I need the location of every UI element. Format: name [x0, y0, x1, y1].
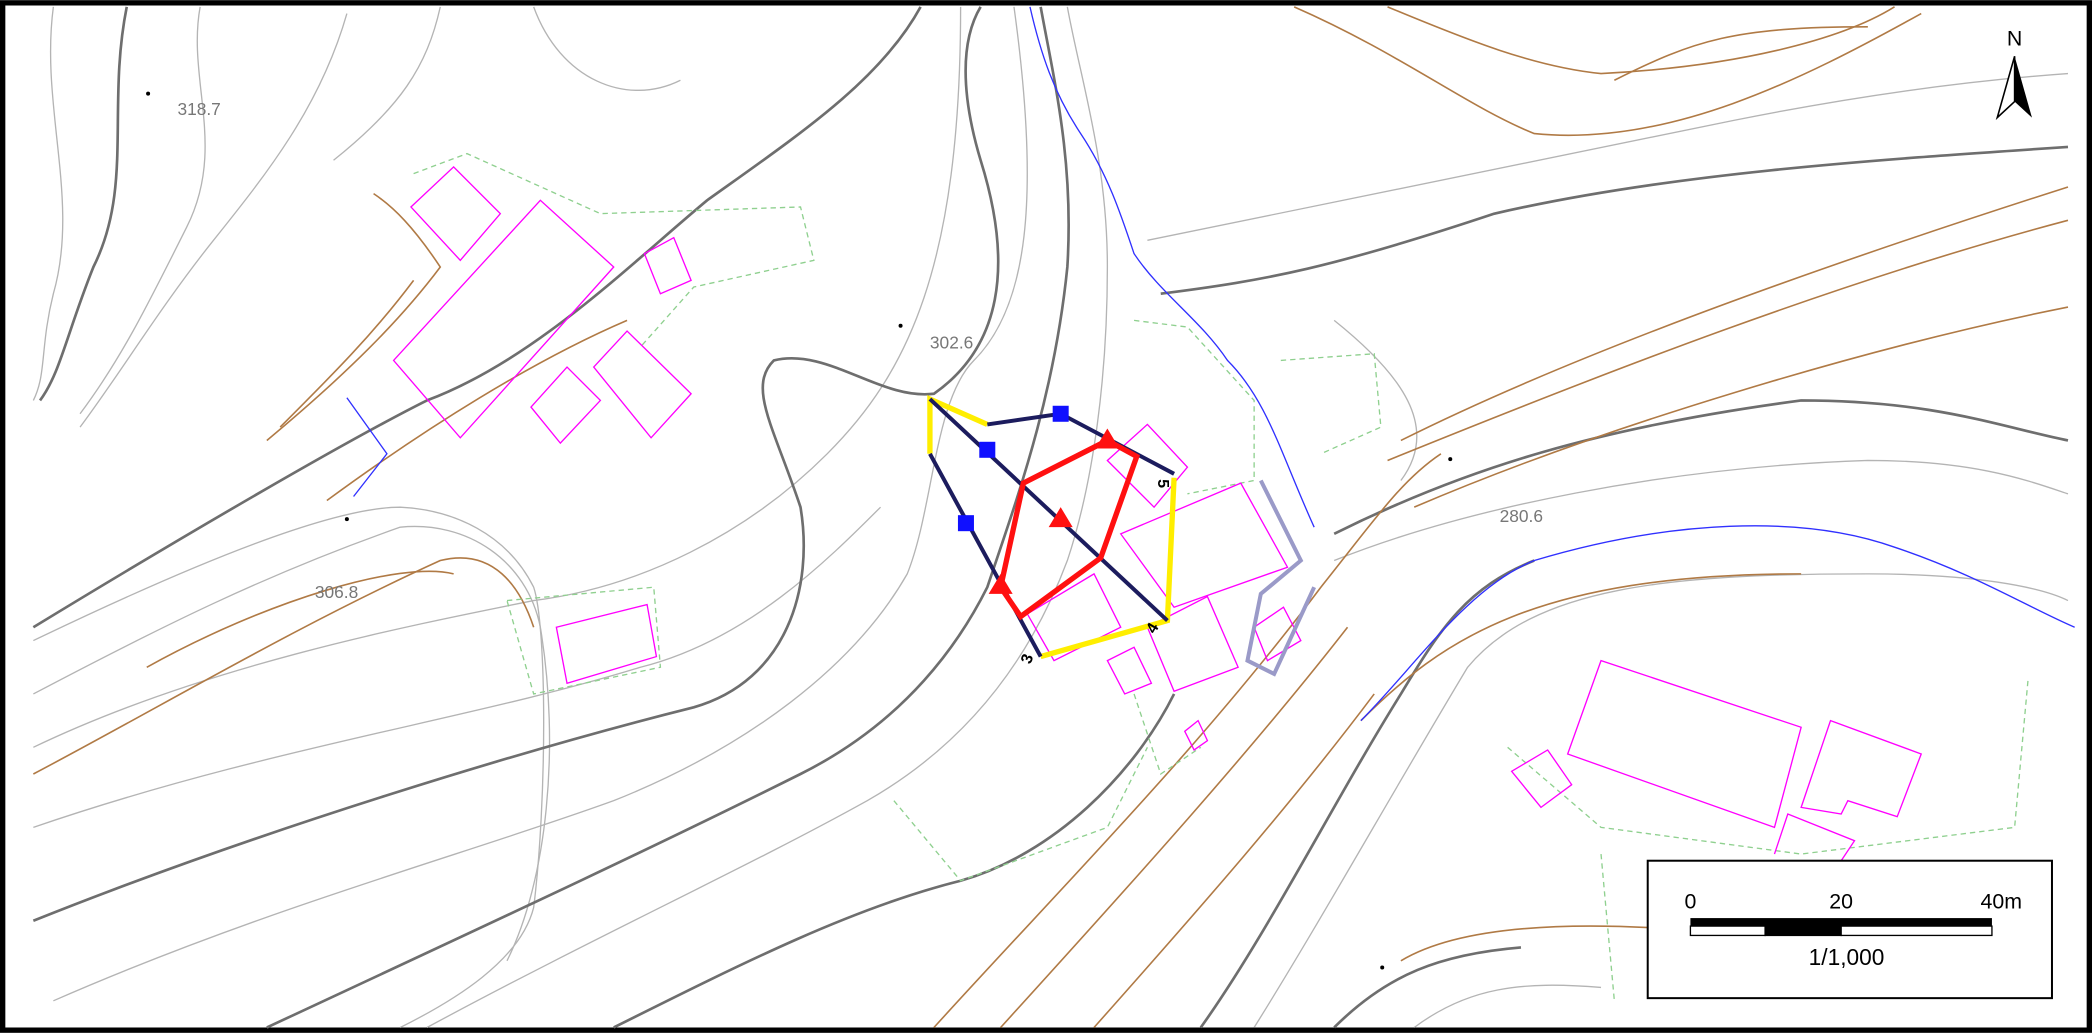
map: 318.7 302.6 306.8 280.6 3 4 5 N 0 20 40m… — [0, 0, 2092, 1033]
scale-bar-shape — [1841, 926, 1992, 935]
elevation-label: 306.8 — [315, 582, 358, 602]
scale-bar-shape — [1690, 926, 1765, 935]
spot-heights-shape — [899, 324, 903, 328]
elevation-label: 280.6 — [1500, 506, 1543, 526]
elevation-label: 318.7 — [177, 99, 220, 119]
north-label: N — [2007, 27, 2022, 51]
elevation-label: 302.6 — [930, 332, 973, 352]
markers-shape — [979, 442, 995, 458]
scale-bar: 0 20 40m 1/1,000 — [1648, 861, 2052, 998]
scale-label: 0 — [1684, 890, 1696, 914]
spot-heights-shape — [1380, 965, 1384, 969]
line-label: 5 — [1154, 479, 1171, 488]
spot-heights-shape — [1448, 457, 1452, 461]
markers-shape — [1053, 406, 1069, 422]
page: 318.7 302.6 306.8 280.6 3 4 5 N 0 20 40m… — [0, 0, 2092, 1033]
scale-label: 40m — [1981, 890, 2022, 914]
spot-heights-shape — [146, 92, 150, 96]
scale-bar-shape — [1765, 926, 1841, 935]
scale-ratio: 1/1,000 — [1809, 944, 1885, 970]
markers-shape — [958, 515, 974, 531]
scale-label: 20 — [1829, 890, 1853, 914]
spot-heights-shape — [345, 517, 349, 521]
scale-bar-shape — [1690, 918, 1992, 926]
